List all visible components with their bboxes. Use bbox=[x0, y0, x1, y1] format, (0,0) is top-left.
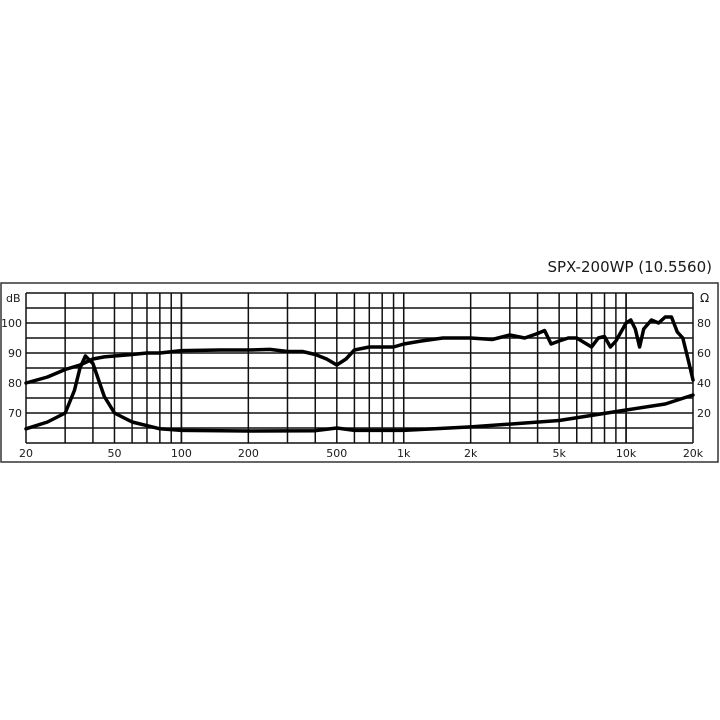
series-group bbox=[24, 315, 695, 433]
y-right-label: Ω bbox=[700, 291, 709, 305]
x-tick-label: 100 bbox=[171, 447, 192, 460]
x-tick-label: 500 bbox=[326, 447, 347, 460]
y-right-tick-label: 80 bbox=[697, 317, 711, 330]
x-tick-label: 5k bbox=[552, 447, 566, 460]
y-left-tick-label: 90 bbox=[8, 347, 22, 360]
y-left-tick-label: 100 bbox=[1, 317, 22, 330]
y-right-tick-label: 20 bbox=[697, 407, 711, 420]
y-left-tick-label: 80 bbox=[8, 377, 22, 390]
x-tick-label: 10k bbox=[616, 447, 637, 460]
y-right-tick-label: 60 bbox=[697, 347, 711, 360]
y-left-tick-label: 70 bbox=[8, 407, 22, 420]
x-tick-label: 1k bbox=[397, 447, 411, 460]
x-tick-label: 20k bbox=[683, 447, 704, 460]
x-tick-label: 2k bbox=[464, 447, 478, 460]
impedance-curve bbox=[24, 354, 695, 433]
y-left-label: dB bbox=[6, 292, 21, 305]
spl-curve bbox=[24, 315, 695, 385]
y-right-tick-label: 40 bbox=[697, 377, 711, 390]
x-tick-label: 50 bbox=[107, 447, 121, 460]
labels-group: 20 50 100 200 500 1k 2k 5k 10k 20k 70 80 90 100 20 40 60… bbox=[1, 317, 711, 460]
chart-title: SPX-200WP (10.5560) bbox=[547, 258, 712, 276]
x-tick-label: 200 bbox=[238, 447, 259, 460]
x-tick-label: 20 bbox=[19, 447, 33, 460]
chart-frame bbox=[0, 282, 719, 463]
